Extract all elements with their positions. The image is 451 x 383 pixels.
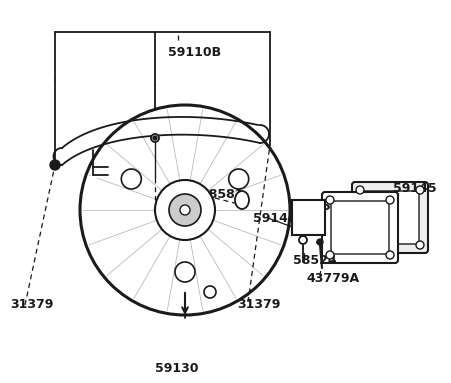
Circle shape xyxy=(204,286,216,298)
Text: 31379: 31379 xyxy=(237,298,281,311)
Circle shape xyxy=(317,239,323,245)
Text: 43779A: 43779A xyxy=(306,272,359,285)
Circle shape xyxy=(121,169,141,189)
Circle shape xyxy=(326,196,334,204)
Bar xyxy=(292,200,325,235)
Text: 59135A: 59135A xyxy=(322,200,375,213)
Circle shape xyxy=(151,134,159,142)
Circle shape xyxy=(80,105,290,315)
Circle shape xyxy=(175,262,195,282)
Text: 59110B: 59110B xyxy=(168,46,221,59)
Circle shape xyxy=(326,251,334,259)
Circle shape xyxy=(386,251,394,259)
Circle shape xyxy=(356,186,364,194)
FancyBboxPatch shape xyxy=(361,191,419,244)
Circle shape xyxy=(229,169,249,189)
Circle shape xyxy=(416,186,424,194)
Circle shape xyxy=(299,236,307,244)
Circle shape xyxy=(155,180,215,240)
Circle shape xyxy=(416,241,424,249)
Circle shape xyxy=(180,205,190,215)
FancyBboxPatch shape xyxy=(331,201,389,254)
Text: 31379: 31379 xyxy=(10,298,53,311)
Circle shape xyxy=(356,241,364,249)
Text: 59145: 59145 xyxy=(253,211,297,224)
Text: 59145: 59145 xyxy=(393,182,437,195)
Circle shape xyxy=(153,136,157,140)
Text: 58524: 58524 xyxy=(293,254,336,267)
FancyBboxPatch shape xyxy=(352,182,428,253)
Text: 58581: 58581 xyxy=(200,188,244,201)
Ellipse shape xyxy=(235,191,249,209)
Circle shape xyxy=(386,196,394,204)
Circle shape xyxy=(50,160,60,170)
Circle shape xyxy=(169,194,201,226)
FancyBboxPatch shape xyxy=(322,192,398,263)
Text: 59130: 59130 xyxy=(155,362,198,375)
